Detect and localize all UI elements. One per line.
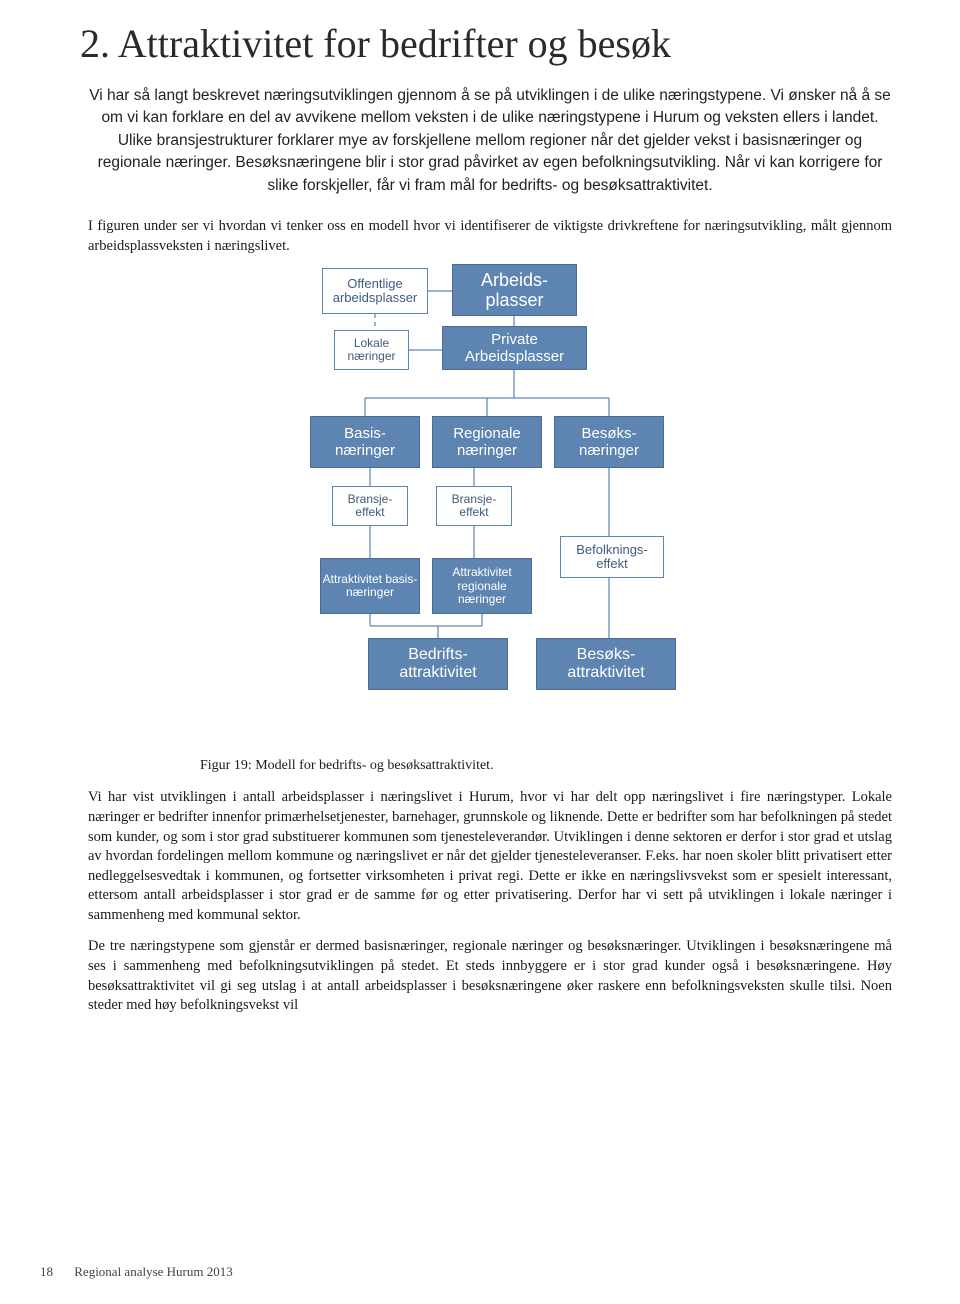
- page-title: 2. Attraktivitet for bedrifter og besøk: [80, 20, 900, 67]
- diagram-node-bef: Befolknings- effekt: [560, 536, 664, 578]
- model-diagram: Offentlige arbeidsplasser Lokale næringer…: [220, 268, 760, 748]
- footer-text: Regional analyse Hurum 2013: [74, 1264, 233, 1279]
- diagram-node-arb: Arbeids- plasser: [452, 264, 577, 316]
- diagram-node-att2: Attraktivitet regionale næringer: [432, 558, 532, 614]
- body-paragraph-1: I figuren under ser vi hvordan vi tenker…: [80, 217, 900, 256]
- diagram-node-private: Private Arbeidsplasser: [442, 326, 587, 370]
- diagram-node-region: Regionale næringer: [432, 416, 542, 468]
- diagram-node-bedattr: Bedrifts- attraktivitet: [368, 638, 508, 690]
- intro-paragraph: Vi har så langt beskrevet næringsutvikli…: [80, 85, 900, 197]
- diagram-node-br1: Bransje- effekt: [332, 486, 408, 526]
- body-paragraph-3: De tre næringstypene som gjenstår er der…: [80, 937, 900, 1015]
- diagram-node-br2: Bransje- effekt: [436, 486, 512, 526]
- diagram-node-besattr: Besøks- attraktivitet: [536, 638, 676, 690]
- diagram-node-att1: Attraktivitet basis- næringer: [320, 558, 420, 614]
- diagram-node-lokale: Lokale næringer: [334, 330, 409, 370]
- page-number: 18: [40, 1264, 53, 1279]
- figure-caption: Figur 19: Modell for bedrifts- og besøks…: [80, 758, 900, 774]
- diagram-node-off_arb: Offentlige arbeidsplasser: [322, 268, 428, 314]
- page-footer: 18 Regional analyse Hurum 2013: [40, 1264, 233, 1280]
- diagram-node-basis: Basis- næringer: [310, 416, 420, 468]
- body-paragraph-2: Vi har vist utviklingen i antall arbeids…: [80, 788, 900, 925]
- diagram-node-besok: Besøks- næringer: [554, 416, 664, 468]
